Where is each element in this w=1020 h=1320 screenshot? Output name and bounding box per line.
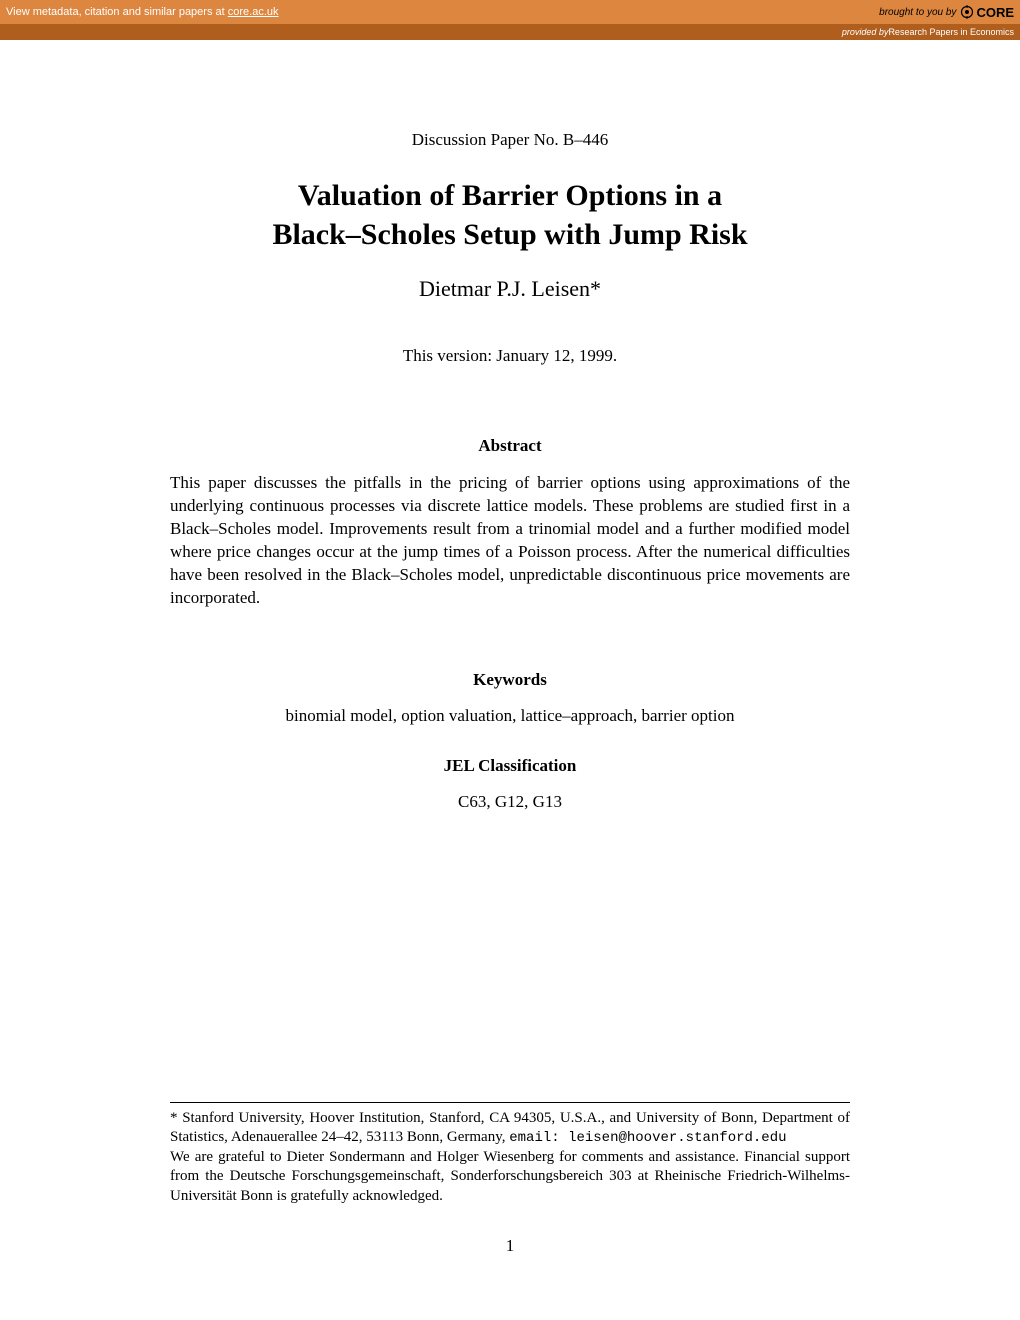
paper-title: Valuation of Barrier Options in a Black–… bbox=[140, 176, 880, 254]
footnote-rule bbox=[170, 1102, 850, 1103]
abstract-text: This paper discusses the pitfalls in the… bbox=[170, 472, 850, 610]
footnote-email: leisen@hoover.stanford.edu bbox=[568, 1130, 786, 1146]
page-number: 1 bbox=[140, 1236, 880, 1256]
core-brand-text: CORE bbox=[976, 5, 1014, 20]
core-link[interactable]: core.ac.uk bbox=[228, 6, 279, 18]
footnote-acknowledgment: We are grateful to Dieter Sondermann and… bbox=[170, 1149, 850, 1204]
core-logo[interactable]: CORE bbox=[960, 5, 1014, 20]
abstract-heading: Abstract bbox=[140, 436, 880, 456]
discussion-paper-number: Discussion Paper No. B–446 bbox=[140, 130, 880, 150]
paper-page: Discussion Paper No. B–446 Valuation of … bbox=[0, 40, 1020, 1296]
footnote: * Stanford University, Hoover Institutio… bbox=[170, 1109, 850, 1207]
metadata-prefix: View metadata, citation and similar pape… bbox=[6, 6, 228, 18]
keywords-text: binomial model, option valuation, lattic… bbox=[140, 706, 880, 726]
provided-by-label: provided by bbox=[842, 27, 889, 37]
footnote-email-label: email: bbox=[509, 1130, 568, 1146]
repository-subheader-bar: provided by Research Papers in Economics bbox=[0, 24, 1020, 40]
jel-heading: JEL Classification bbox=[140, 756, 880, 776]
header-left: View metadata, citation and similar pape… bbox=[6, 6, 279, 18]
jel-codes: C63, G12, G13 bbox=[140, 792, 880, 812]
provider-name: Research Papers in Economics bbox=[888, 27, 1014, 37]
paper-author: Dietmar P.J. Leisen* bbox=[140, 276, 880, 302]
keywords-heading: Keywords bbox=[140, 670, 880, 690]
header-right: brought to you by CORE bbox=[879, 5, 1014, 20]
title-line-1: Valuation of Barrier Options in a bbox=[298, 179, 722, 212]
title-line-2: Black–Scholes Setup with Jump Risk bbox=[272, 218, 747, 251]
core-icon bbox=[960, 5, 974, 19]
paper-version: This version: January 12, 1999. bbox=[140, 346, 880, 366]
repository-header-bar: View metadata, citation and similar pape… bbox=[0, 0, 1020, 24]
brought-by-label: brought to you by bbox=[879, 7, 956, 18]
